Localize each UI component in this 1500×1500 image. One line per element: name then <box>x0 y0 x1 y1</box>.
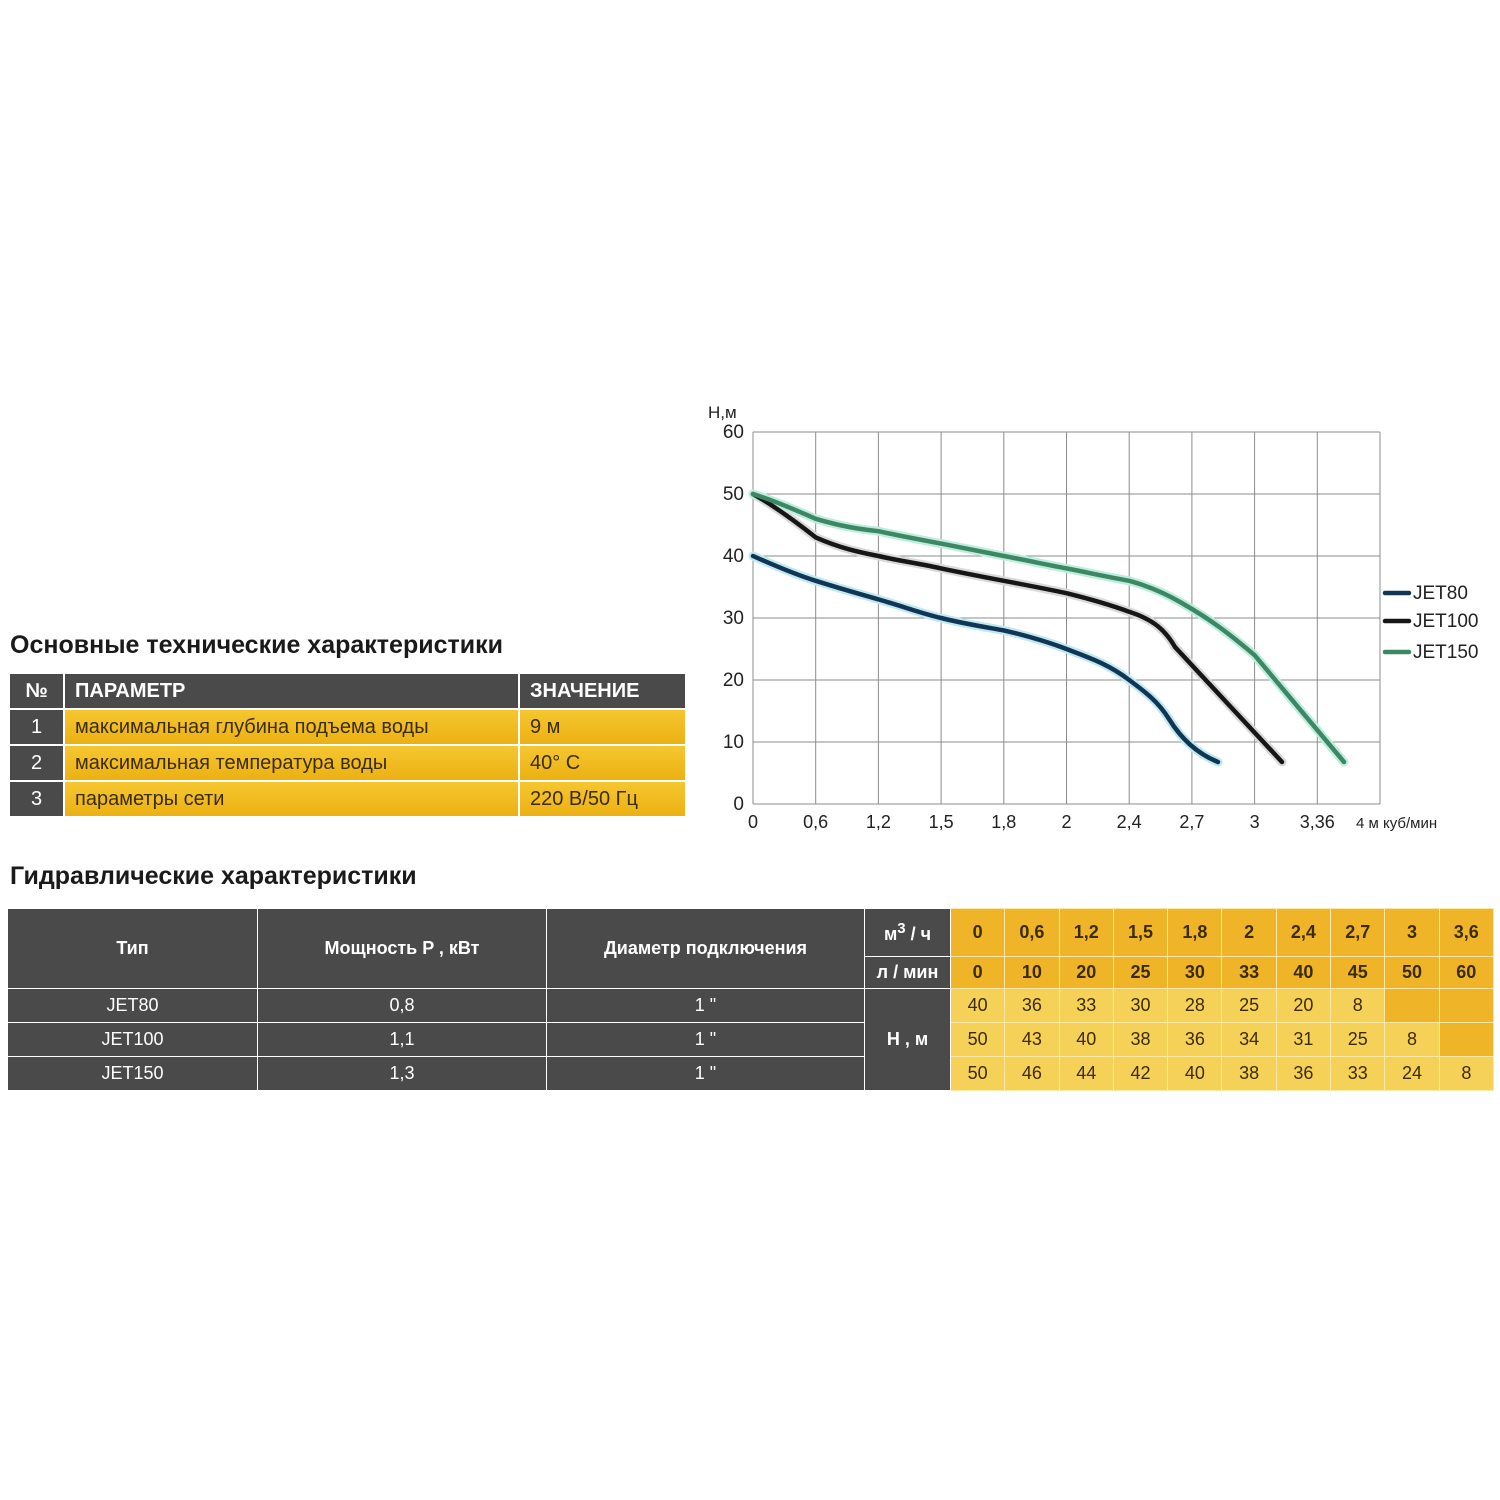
svg-text:2,7: 2,7 <box>1179 812 1204 832</box>
svg-text:40: 40 <box>723 546 744 567</box>
svg-text:50: 50 <box>723 484 744 505</box>
svg-text:0: 0 <box>733 794 744 815</box>
svg-text:JET150: JET150 <box>1413 642 1478 663</box>
svg-text:JET80: JET80 <box>1413 583 1468 604</box>
svg-text:2,4: 2,4 <box>1117 812 1142 832</box>
svg-text:1,5: 1,5 <box>929 812 954 832</box>
svg-text:0,6: 0,6 <box>803 812 828 832</box>
svg-text:10: 10 <box>723 732 744 753</box>
svg-text:JET100: JET100 <box>1413 611 1478 632</box>
svg-text:20: 20 <box>723 670 744 691</box>
svg-text:30: 30 <box>723 608 744 629</box>
svg-text:1,2: 1,2 <box>866 812 891 832</box>
svg-text:2: 2 <box>1061 812 1071 832</box>
svg-text:1,8: 1,8 <box>991 812 1016 832</box>
svg-text:3,36: 3,36 <box>1300 812 1335 832</box>
svg-text:0: 0 <box>748 812 758 832</box>
svg-text:60: 60 <box>723 422 744 443</box>
svg-text:3: 3 <box>1250 812 1260 832</box>
svg-text:4 м куб/мин: 4 м куб/мин <box>1356 815 1437 832</box>
svg-text:H,м: H,м <box>708 403 737 422</box>
